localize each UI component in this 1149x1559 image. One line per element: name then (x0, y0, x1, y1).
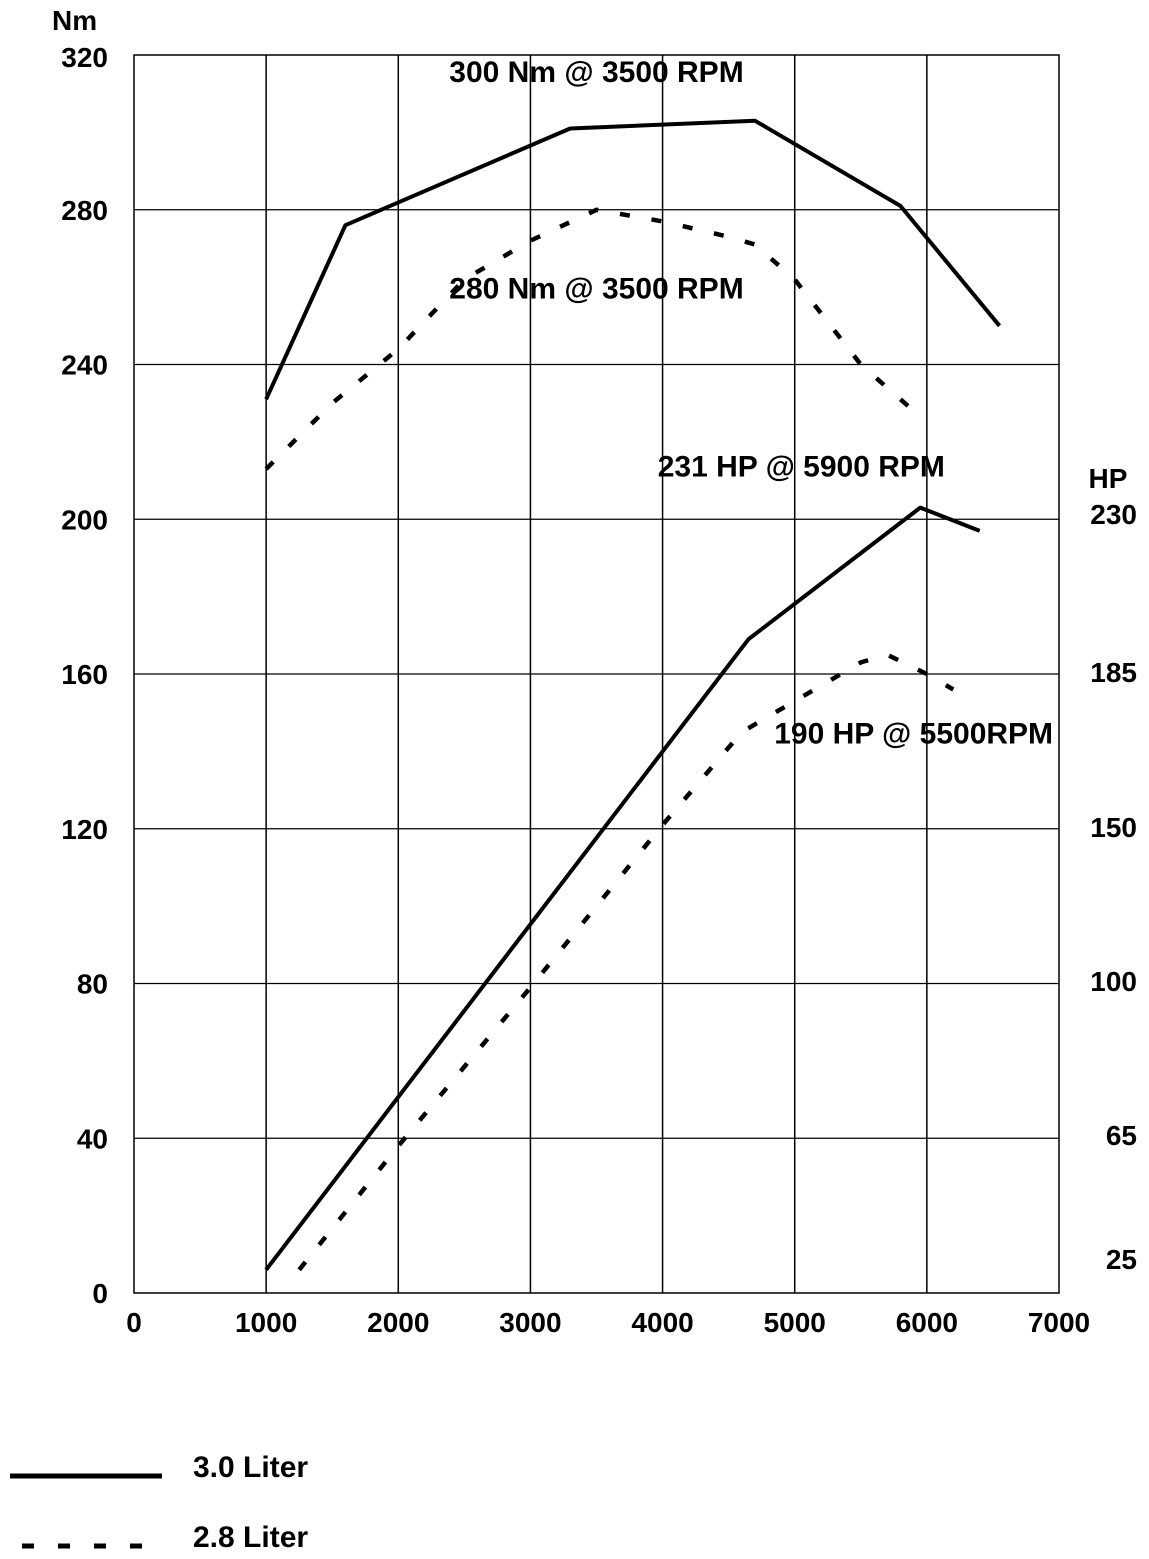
y2-tick-label: 150 (1090, 812, 1137, 843)
y2-tick-label: 25 (1106, 1244, 1137, 1275)
series-line-torque-3-0-liter (264, 118, 1002, 401)
axis-labels: Nm 0 40 80 120 160 200 240 280 320 HP 25 65 100 150 185… (52, 5, 1137, 1338)
x-tick-label: 5000 (764, 1307, 826, 1338)
series-lines (264, 118, 1002, 1272)
y-tick-label: 200 (61, 504, 108, 535)
y2-tick-label: 100 (1090, 966, 1137, 997)
x-tick-label: 6000 (896, 1307, 958, 1338)
y-tick-label: 0 (92, 1278, 108, 1309)
y-tick-label: 240 (61, 350, 108, 381)
x-tick-label: 1000 (235, 1307, 297, 1338)
x-tick-label: 4000 (631, 1307, 693, 1338)
grid (133, 54, 1060, 1294)
x-tick-label: 7000 (1028, 1307, 1090, 1338)
y-tick-label: 320 (61, 42, 108, 73)
legend-label: 2.8 Liter (193, 1521, 308, 1554)
annotations: 300 Nm @ 3500 RPM 280 Nm @ 3500 RPM 231 HP… (449, 56, 1053, 751)
legend-label: 3.0 Liter (193, 1451, 308, 1484)
series-line-torque-2-8-liter (264, 207, 916, 471)
annotation-label: 190 HP @ 5500RPM (774, 718, 1053, 751)
annotation-label: 300 Nm @ 3500 RPM (449, 56, 743, 89)
right-axis-unit: HP (1089, 463, 1128, 494)
series-line-power-2-8-liter (297, 652, 955, 1272)
y-tick-label: 120 (61, 814, 108, 845)
y2-tick-label: 230 (1090, 499, 1137, 530)
y-tick-label: 160 (61, 659, 108, 690)
y-tick-label: 80 (77, 969, 108, 1000)
x-tick-label: 0 (126, 1307, 142, 1338)
y-tick-label: 40 (77, 1123, 108, 1154)
left-axis-unit: Nm (52, 5, 97, 36)
x-tick-label: 2000 (367, 1307, 429, 1338)
x-tick-label: 3000 (499, 1307, 561, 1338)
y-tick-label: 280 (61, 195, 108, 226)
y2-tick-label: 185 (1090, 657, 1137, 688)
annotation-label: 231 HP @ 5900 RPM (658, 451, 945, 484)
y2-tick-label: 65 (1106, 1120, 1137, 1151)
series-line-power-3-0-liter (264, 505, 981, 1272)
annotation-label: 280 Nm @ 3500 RPM (449, 273, 743, 306)
legend: 3.0 Liter 2.8 Liter (10, 1451, 308, 1554)
